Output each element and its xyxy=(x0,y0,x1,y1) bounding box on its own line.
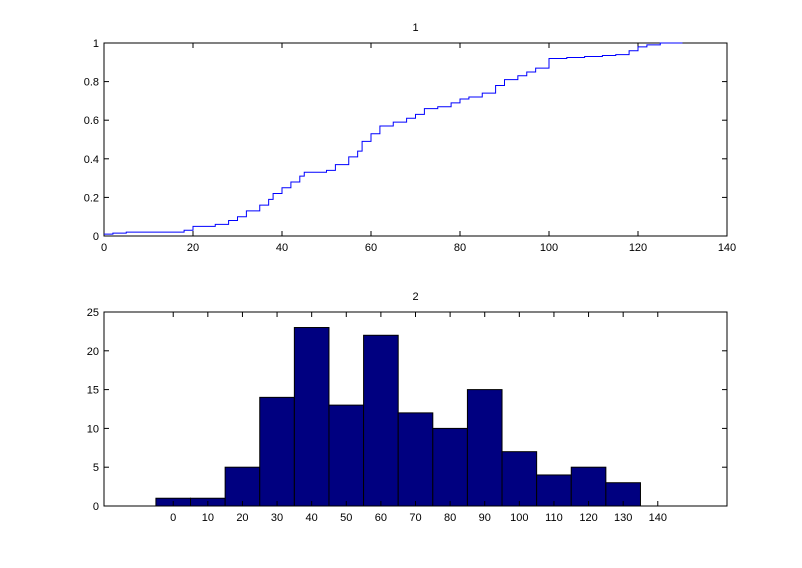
plot2-xtick-label: 60 xyxy=(375,512,387,524)
cdf-plot: 0 20 40 60 80 100 120 140 0 0.2 0.4 0.6 0.8 1 1 xyxy=(84,22,736,254)
plot2-bar xyxy=(570,466,607,507)
plot2-bar xyxy=(363,334,399,507)
plot1-xtick-label: 60 xyxy=(365,242,377,254)
plot2-xtick-label: 50 xyxy=(340,512,352,524)
plot1-series-line xyxy=(104,42,683,235)
plot2-xtick-label: 110 xyxy=(545,512,563,524)
plot1-ytick-label: 1 xyxy=(93,38,99,50)
plot2-xtick-label: 80 xyxy=(444,512,456,524)
plot2-xtick-label: 100 xyxy=(510,512,528,524)
plot2-ytick-label: 10 xyxy=(87,423,99,435)
plot1-title: 1 xyxy=(412,22,418,34)
plot2-bar xyxy=(397,412,434,507)
plot2-bar xyxy=(466,389,503,507)
plot2-ytick-label: 0 xyxy=(93,501,99,513)
plot2-xtick-label: 140 xyxy=(649,512,667,524)
plot2-xtick-label: 120 xyxy=(579,512,597,524)
plot1-xtick-label: 140 xyxy=(718,242,736,254)
plot2-xtick-label: 70 xyxy=(409,512,421,524)
plot2-ytick-label: 20 xyxy=(87,346,99,358)
plot2-bar xyxy=(293,327,330,507)
plot1-ytick-label: 0 xyxy=(93,231,99,243)
plot2-xtick-label: 10 xyxy=(202,512,214,524)
plot2-ytick-label: 25 xyxy=(87,307,99,319)
plot2-bar xyxy=(259,396,295,507)
plot2-xtick-label: 30 xyxy=(271,512,283,524)
plot1-xtick-label: 20 xyxy=(187,242,199,254)
plot2-xtick-label: 90 xyxy=(479,512,491,524)
plot1-ytick-label: 0.8 xyxy=(84,77,99,89)
plot2-ytick-label: 5 xyxy=(93,462,99,474)
plot1-ytick-label: 0.2 xyxy=(84,192,99,204)
plot2-bar xyxy=(224,466,261,507)
plot2-xtick-label: 130 xyxy=(614,512,632,524)
plot1-ytick-label: 0.4 xyxy=(84,154,99,166)
plot1-xtick-label: 40 xyxy=(276,242,288,254)
plot2-bar xyxy=(432,427,468,507)
plot1-xtick-label: 80 xyxy=(454,242,466,254)
plot2-xtick-label: 40 xyxy=(306,512,318,524)
plot2-ytick-label: 15 xyxy=(87,385,99,397)
histogram-plot: 0 10 20 30 40 50 60 70 80 90 100 110 120 130 140 0 5 10 15… xyxy=(87,291,728,524)
plot2-xtick-label: 20 xyxy=(236,512,248,524)
plot2-bar xyxy=(328,404,365,507)
plot2-bar xyxy=(501,451,538,507)
plot1-ytick-label: 0.6 xyxy=(84,115,99,127)
plot2-title: 2 xyxy=(412,291,418,303)
plot1-xtick-label: 0 xyxy=(101,242,107,254)
plot1-xtick-label: 120 xyxy=(629,242,647,254)
plot2-xtick-label: 0 xyxy=(170,512,176,524)
plot1-axes-box xyxy=(103,42,728,237)
plot1-xtick-label: 100 xyxy=(540,242,558,254)
